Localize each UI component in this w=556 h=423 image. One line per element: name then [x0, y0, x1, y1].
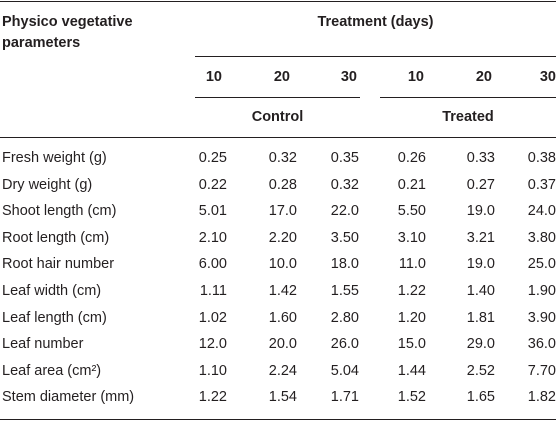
cell-value: 36.0: [527, 336, 556, 353]
row-label: Leaf width (cm): [2, 283, 102, 299]
day-header: 20: [475, 69, 492, 85]
cell-value: 26.0: [330, 336, 359, 353]
day-header: 10: [407, 69, 424, 85]
cell-value: 18.0: [330, 256, 359, 273]
cell-value: 29.0: [466, 336, 495, 353]
cell-value: 3.90: [527, 309, 556, 326]
day-header: 10: [205, 69, 222, 85]
cell-value: 2.80: [330, 309, 359, 326]
cell-value: 1.55: [330, 283, 359, 299]
cell-value: 0.25: [198, 150, 227, 166]
cell-value: 11.0: [398, 256, 426, 273]
cell-value: 20.0: [268, 336, 297, 353]
cell-value: 12.0: [198, 336, 227, 353]
row-label: Dry weight (g): [2, 176, 93, 193]
cell-value: 10.0: [268, 256, 297, 273]
cell-value: 15.0: [397, 336, 426, 353]
cell-value: 6.00: [198, 256, 227, 273]
cell-value: 5.04: [330, 362, 359, 379]
cell-value: 3.80: [527, 229, 556, 246]
row-label: Root length (cm): [2, 229, 110, 246]
cell-value: 1.11: [199, 283, 227, 299]
cell-value: 2.20: [268, 229, 297, 246]
cell-value: 3.10: [397, 229, 426, 246]
cell-value: 1.44: [397, 362, 426, 379]
cell-value: 1.65: [466, 389, 495, 406]
day-header: 30: [340, 69, 357, 85]
cell-value: 0.28: [268, 176, 297, 193]
row-label: Root hair number: [2, 256, 115, 273]
cell-value: 0.37: [527, 176, 556, 193]
cell-value: 0.32: [268, 150, 297, 166]
cell-value: 25.0: [527, 256, 556, 273]
cell-value: 0.21: [397, 176, 426, 193]
cell-value: 19.0: [466, 256, 495, 273]
cell-value: 1.54: [268, 389, 297, 406]
cell-value: 0.26: [397, 150, 426, 166]
cell-value: 17.0: [268, 203, 297, 220]
cell-value: 0.33: [466, 150, 495, 166]
cell-value: 7.70: [527, 362, 556, 379]
day-header: 30: [539, 69, 556, 85]
cell-value: 24.0: [527, 203, 556, 220]
cell-value: 1.22: [198, 389, 227, 406]
row-label: Stem diameter (mm): [2, 389, 135, 406]
cell-value: 1.40: [466, 283, 495, 299]
cell-value: 1.02: [198, 309, 227, 326]
stub-header: Physico vegetative parameters: [2, 14, 133, 51]
cell-value: 0.27: [466, 176, 495, 193]
header-rule: [0, 137, 556, 138]
day-header: 20: [273, 69, 290, 85]
cell-value: 3.50: [330, 229, 359, 246]
cell-value: 1.60: [268, 309, 297, 326]
spanner-rule: [195, 56, 556, 57]
cell-value: 0.32: [330, 176, 359, 193]
cell-value: 1.52: [397, 389, 426, 406]
cell-value: 2.24: [268, 362, 297, 379]
cell-value: 2.52: [466, 362, 495, 379]
cell-value: 2.10: [198, 229, 227, 246]
row-label: Fresh weight (g): [2, 150, 107, 166]
group-rule: [380, 97, 556, 98]
cell-value: 5.01: [198, 203, 227, 220]
group-rule: [195, 97, 360, 98]
row-label: Leaf area (cm²): [2, 362, 102, 379]
cell-value: 1.20: [397, 309, 426, 326]
cell-value: 22.0: [330, 203, 359, 220]
cell-value: 0.22: [198, 176, 227, 193]
top-rule: [0, 1, 556, 2]
cell-value: 5.50: [397, 203, 426, 220]
row-label: Shoot length (cm): [2, 203, 117, 220]
cell-value: 1.82: [527, 389, 556, 406]
cell-value: 19.0: [466, 203, 495, 220]
cell-value: 1.42: [268, 283, 297, 299]
group-header: Treated: [442, 109, 494, 125]
cell-value: 1.22: [397, 283, 426, 299]
cell-value: 1.71: [330, 389, 359, 406]
bottom-rule: [0, 419, 556, 420]
spanner-header: Treatment (days): [317, 14, 434, 30]
group-header: Control: [251, 109, 304, 125]
cell-value: 1.90: [527, 283, 556, 299]
cell-value: 0.35: [330, 150, 359, 166]
cell-value: 0.38: [527, 150, 556, 166]
cell-value: 1.81: [466, 309, 495, 326]
cell-value: 1.10: [198, 362, 227, 379]
cell-value: 3.21: [466, 229, 495, 246]
row-label: Leaf number: [2, 336, 84, 353]
row-label: Leaf length (cm): [2, 309, 107, 326]
